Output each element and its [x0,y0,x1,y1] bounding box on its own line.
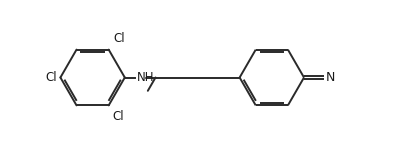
Text: Cl: Cl [45,71,57,84]
Text: NH: NH [136,71,154,84]
Text: Cl: Cl [113,32,125,45]
Text: Cl: Cl [112,110,124,123]
Text: N: N [326,71,335,84]
